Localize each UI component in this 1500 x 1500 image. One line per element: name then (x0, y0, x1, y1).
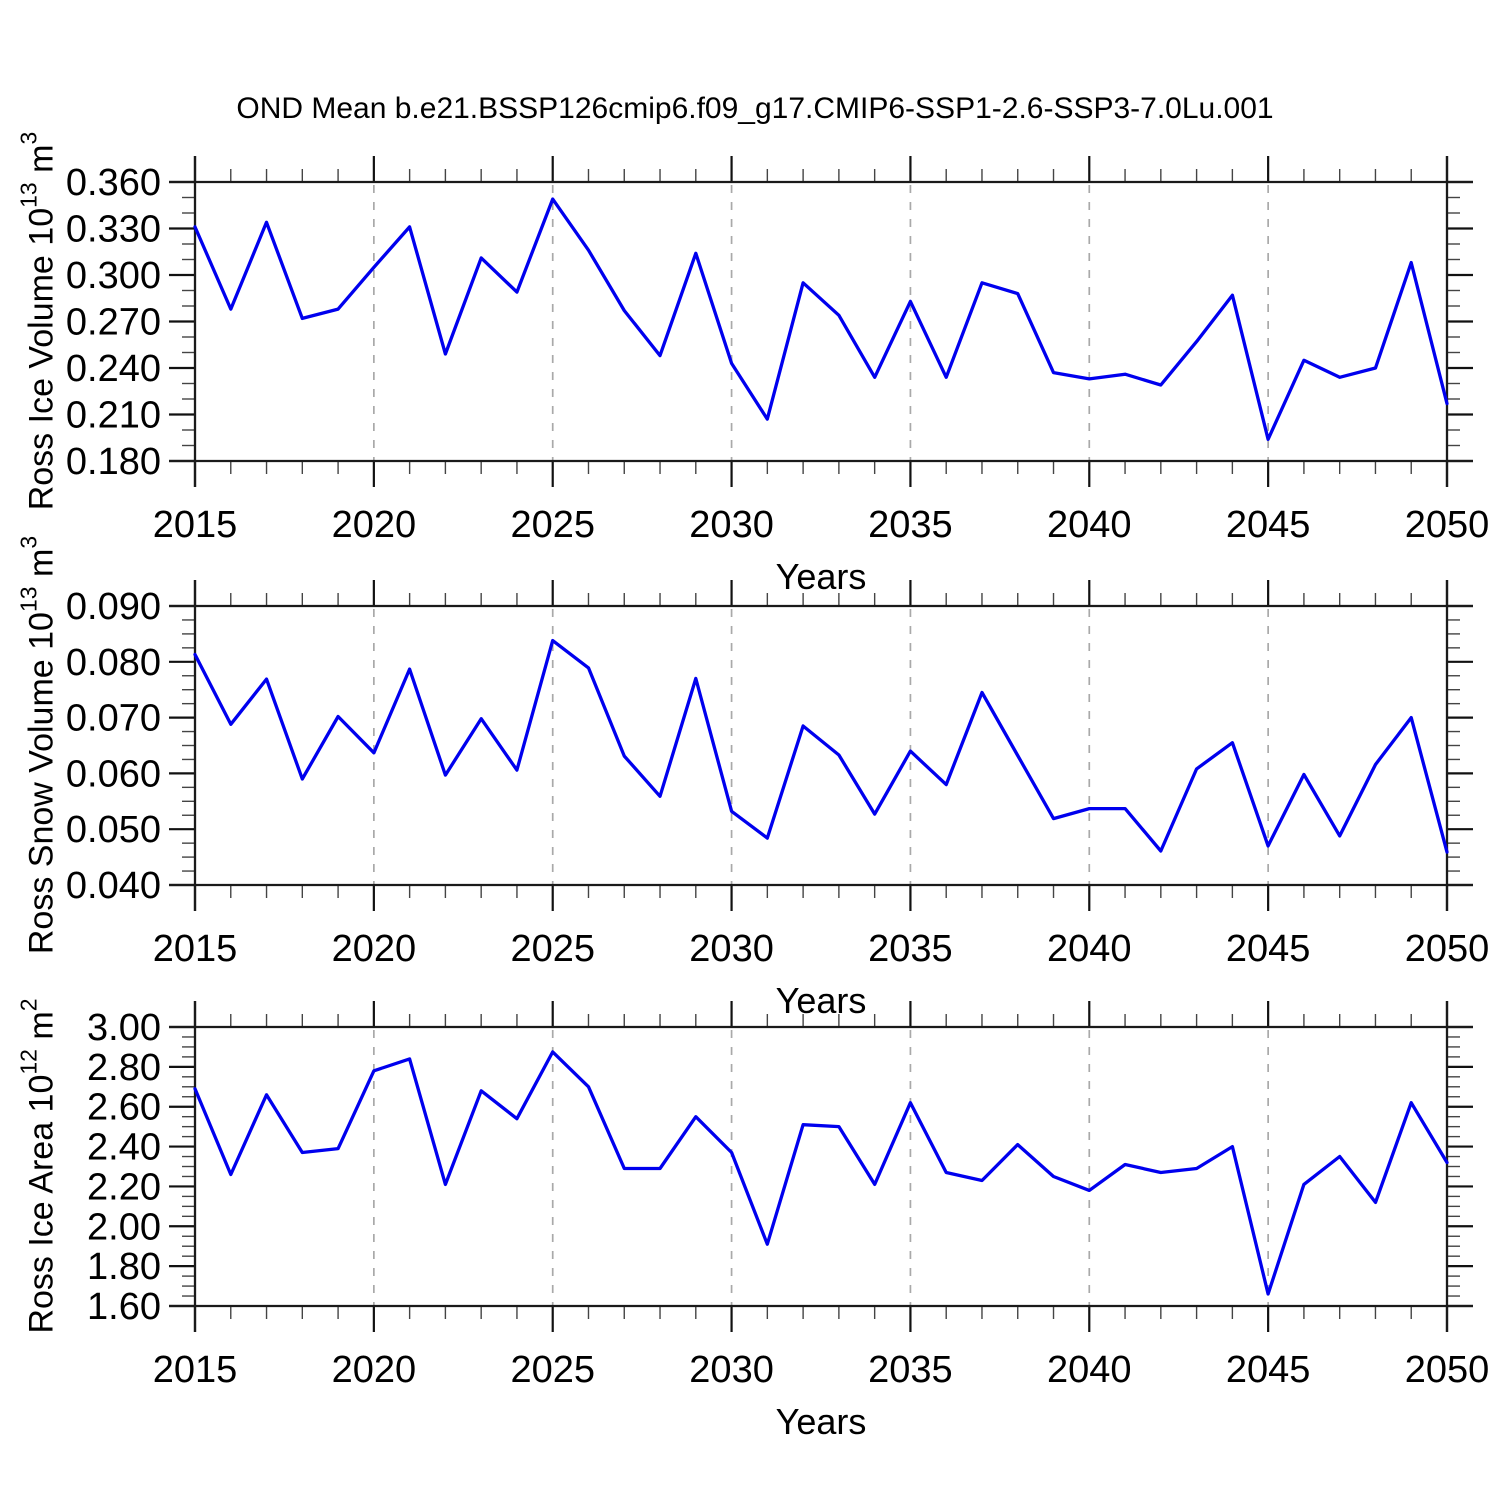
y-tick-label: 0.060 (66, 753, 161, 795)
x-tick-label: 2040 (1047, 1349, 1132, 1391)
y-tick-label: 0.070 (66, 698, 161, 740)
y-tick-label: 2.60 (87, 1087, 161, 1129)
x-tick-label: 2035 (868, 928, 953, 970)
x-tick-label: 2045 (1226, 504, 1311, 546)
gridlines (373, 609, 1269, 884)
chart-panel-3: 1.601.802.002.202.402.602.803.00 2015 2020… (87, 1001, 1489, 1391)
y-tick-label: 2.80 (87, 1047, 161, 1089)
x-tick-labels: 2015 2020 2025 2030 2035 2040 2045 2050 (153, 928, 1490, 970)
y-axis-title-text: Ross Snow Volume 1013 m3 (15, 535, 61, 955)
y-tick-label: 0.180 (66, 441, 161, 483)
x-tick-label: 2050 (1405, 928, 1490, 970)
page-title: OND Mean b.e21.BSSP126cmip6.f09_g17.CMIP… (236, 92, 1274, 125)
x-tick-label: 2045 (1226, 928, 1311, 970)
y-tick-label: 0.210 (66, 395, 161, 437)
y-tick-label: 1.80 (87, 1246, 161, 1288)
y-axis-title-text: Ross Ice Volume 1013 m3 (15, 131, 61, 511)
x-tick-label: 2040 (1047, 928, 1132, 970)
x-tick-label: 2015 (153, 1349, 238, 1391)
y-tick-label: 0.360 (66, 162, 161, 204)
x-tick-label: 2020 (332, 504, 417, 546)
y-tick-label: 0.080 (66, 642, 161, 684)
y-tick-label: 2.40 (87, 1127, 161, 1169)
x-ticks (193, 1001, 1449, 1332)
x-tick-label: 2020 (332, 928, 417, 970)
x-tick-label: 2030 (689, 928, 774, 970)
x-ticks (193, 156, 1449, 487)
y-tick-label: 0.240 (66, 348, 161, 390)
x-tick-label: 2035 (868, 504, 953, 546)
x-tick-labels: 2015 2020 2025 2030 2035 2040 2045 2050 (153, 1349, 1490, 1391)
x-tick-label: 2025 (510, 504, 595, 546)
x-axis-title-years-2: Years (775, 980, 867, 1021)
x-axis-title-years-3: Years (775, 1401, 867, 1442)
y-tick-label: 1.60 (87, 1286, 161, 1328)
x-tick-label: 2030 (689, 1349, 774, 1391)
axes-frame (169, 1001, 1473, 1332)
y-tick-label: 3.00 (87, 1007, 161, 1049)
x-tick-label: 2045 (1226, 1349, 1311, 1391)
y-tick-label: 0.270 (66, 302, 161, 344)
gridlines (373, 1030, 1269, 1305)
x-axis-title-years-1: Years (775, 556, 867, 597)
data-line (193, 197, 1449, 441)
data-line (193, 1050, 1449, 1296)
x-tick-label: 2030 (689, 504, 774, 546)
y-tick-labels: 1.601.802.002.202.402.602.803.00 (87, 1007, 161, 1328)
y-tick-label: 0.300 (66, 255, 161, 297)
y-axis-title-text: Ross Ice Area 1012 m2 (15, 998, 61, 1334)
x-tick-label: 2015 (153, 928, 238, 970)
x-tick-label: 2015 (153, 504, 238, 546)
y-tick-label: 2.20 (87, 1166, 161, 1208)
axes-frame (169, 156, 1473, 487)
x-tick-label: 2025 (510, 928, 595, 970)
x-tick-label: 2050 (1405, 1349, 1490, 1391)
x-tick-label: 2025 (510, 1349, 595, 1391)
y-tick-label: 0.050 (66, 809, 161, 851)
data-line (193, 638, 1449, 854)
x-ticks (193, 580, 1449, 911)
y-tick-label: 0.330 (66, 209, 161, 251)
axes-frame (169, 580, 1473, 911)
gridlines (373, 185, 1269, 460)
x-tick-labels: 2015 2020 2025 2030 2035 2040 2045 2050 (153, 504, 1490, 546)
y-tick-label: 2.00 (87, 1206, 161, 1248)
y-tick-label: 0.040 (66, 865, 161, 907)
x-tick-label: 2035 (868, 1349, 953, 1391)
y-ticks (169, 180, 1473, 463)
y-tick-labels: 0.040 0.050 0.060 0.070 0.080 0.090 (66, 586, 161, 907)
y-tick-label: 0.090 (66, 586, 161, 628)
x-tick-label: 2040 (1047, 504, 1132, 546)
x-tick-label: 2020 (332, 1349, 417, 1391)
x-tick-label: 2050 (1405, 504, 1490, 546)
